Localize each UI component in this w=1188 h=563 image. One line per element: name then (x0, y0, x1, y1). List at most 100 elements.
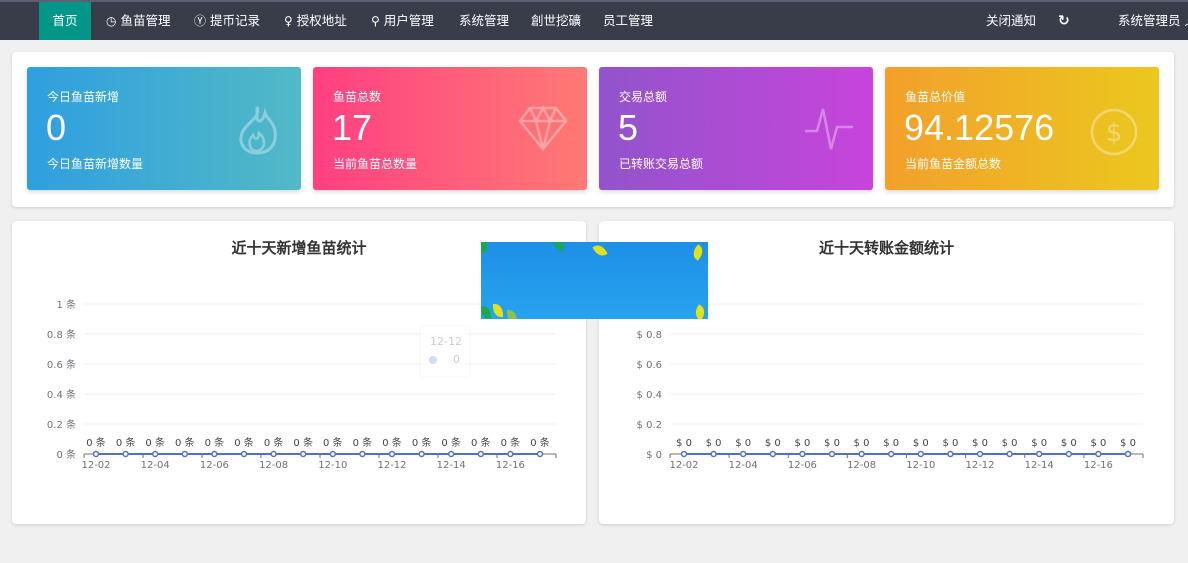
data-point (887, 450, 895, 458)
card-subtitle: 已转账交易总额 (619, 157, 704, 171)
data-point (359, 450, 366, 458)
close-notice-button[interactable]: 关闭通知 (986, 13, 1037, 28)
x-tick-label: 12-04 (141, 460, 170, 471)
nav-label: 創世挖礦 (531, 13, 582, 28)
tooltip-value: 0 (453, 353, 460, 366)
data-point (976, 450, 984, 458)
card-value: 94.12576 (904, 107, 1055, 148)
card-title: 交易总额 (619, 90, 668, 104)
tooltip-marker (429, 356, 437, 364)
card-subtitle: 当前鱼苗总数量 (333, 157, 418, 171)
data-point (477, 450, 485, 458)
chart-tooltip: 12-12 0 (421, 327, 469, 376)
refresh-icon[interactable]: ↻ (1058, 13, 1070, 29)
data-point (507, 450, 514, 458)
y-tick-label: $ 0 (646, 450, 662, 461)
card-subtitle: 当前鱼苗金额总数 (905, 157, 1002, 171)
x-tick-label: 12-02 (81, 460, 110, 471)
chart-title: 近十天转账金额统计 (818, 239, 954, 257)
data-label: 0 条 (412, 436, 432, 449)
data-point (151, 450, 159, 458)
data-point (680, 450, 688, 458)
nav-label: 员工管理 (603, 13, 654, 28)
x-tick-label: 12-12 (377, 460, 406, 471)
data-point (122, 450, 129, 458)
nav-fish-management[interactable]: ◷ 鱼苗管理 (106, 2, 171, 40)
y-tick-label: $ 0.6 (637, 360, 662, 371)
x-tick-label: 12-14 (437, 460, 466, 471)
data-point (92, 450, 100, 458)
card-title: 鱼苗总价值 (905, 90, 966, 104)
tooltip-date: 12-12 (430, 335, 462, 348)
x-tick-label: 12-04 (729, 460, 758, 471)
data-label: $ 0 (1090, 438, 1106, 449)
card-title: 鱼苗总数 (333, 90, 382, 104)
nav-system-management[interactable]: 系统管理 (459, 2, 509, 40)
nav-genesis-mining[interactable]: 創世挖礦 (531, 2, 581, 40)
data-label: 0 条 (323, 436, 343, 449)
nav-auth-address[interactable]: ♀ 授权地址 (284, 2, 347, 40)
data-label: $ 0 (706, 438, 722, 449)
data-label: $ 0 (765, 438, 781, 449)
nav-label: 首页 (52, 13, 78, 28)
data-label: $ 0 (794, 438, 810, 449)
data-label: $ 0 (735, 438, 751, 449)
data-point (1124, 450, 1132, 458)
data-point (299, 450, 307, 458)
y-tick-label: 0.8 条 (47, 328, 76, 341)
y-tick-label: 0.4 条 (47, 388, 76, 401)
data-point (536, 450, 544, 458)
data-label: 0 条 (293, 436, 313, 449)
y-tick-label: 0 条 (56, 448, 76, 461)
data-label: 0 条 (441, 436, 461, 449)
top-nav: 首页 ◷ 鱼苗管理 Ⓨ 提币记录 ♀ 授权地址 ⚲ 用户管理 系统管理 創世挖礦 员工管… (0, 0, 1188, 40)
data-label: $ 0 (676, 438, 692, 449)
y-tick-label: 0.6 条 (47, 358, 76, 371)
dollar-icon: $ (1090, 108, 1138, 156)
user-name: 系统管理员 (1118, 13, 1181, 28)
card-trade-total: 交易总额 5 已转账交易总额 (599, 67, 873, 190)
nav-staff-management[interactable]: 员工管理 (603, 2, 653, 40)
user-menu[interactable]: 系统管理员 ︿ (1118, 2, 1188, 40)
diamond-icon (518, 105, 568, 151)
data-label: $ 0 (854, 438, 870, 449)
data-point (739, 450, 747, 458)
data-point (799, 450, 806, 458)
data-label: 0 条 (175, 436, 195, 449)
card-fish-total: 鱼苗总数 17 当前鱼苗总数量 (313, 67, 587, 190)
chart-title: 近十天新增鱼苗统计 (231, 239, 367, 257)
nav-user-management[interactable]: ⚲ 用户管理 (371, 2, 434, 40)
pulse-icon (805, 108, 853, 150)
card-title: 今日鱼苗新增 (47, 90, 120, 104)
data-point (1065, 450, 1073, 458)
location-pin-icon: ♀ (284, 14, 293, 28)
data-label: 0 条 (501, 436, 521, 449)
nav-label: 鱼苗管理 (120, 13, 171, 28)
svg-text:$: $ (1106, 118, 1123, 148)
data-label: 0 条 (382, 436, 402, 449)
data-label: $ 0 (824, 438, 840, 449)
data-label: $ 0 (972, 438, 988, 449)
data-label: $ 0 (1061, 438, 1077, 449)
card-value: 17 (332, 107, 373, 148)
data-point (828, 450, 836, 458)
y-tick-label: $ 0.8 (637, 330, 662, 341)
data-label: $ 0 (942, 438, 958, 449)
data-point (211, 450, 218, 458)
clock-icon: ◷ (106, 14, 117, 28)
data-point (1035, 450, 1043, 458)
data-label: 0 条 (116, 436, 136, 449)
card-fish-value: 鱼苗总价值 94.12576 当前鱼苗金额总数 $ (885, 67, 1159, 190)
nav-home[interactable]: 首页 (39, 2, 91, 40)
data-point (710, 450, 717, 458)
nav-withdraw-records[interactable]: Ⓨ 提币记录 (194, 2, 260, 40)
data-label: 0 条 (86, 436, 106, 449)
x-tick-label: 12-12 (965, 460, 994, 471)
y-tick-label: 1 条 (56, 298, 76, 311)
user-icon: ⚲ (371, 14, 380, 28)
data-label: 0 条 (471, 436, 491, 449)
x-tick-label: 12-16 (496, 460, 525, 471)
data-point (418, 450, 425, 458)
y-tick-label: $ 0.4 (637, 390, 662, 401)
